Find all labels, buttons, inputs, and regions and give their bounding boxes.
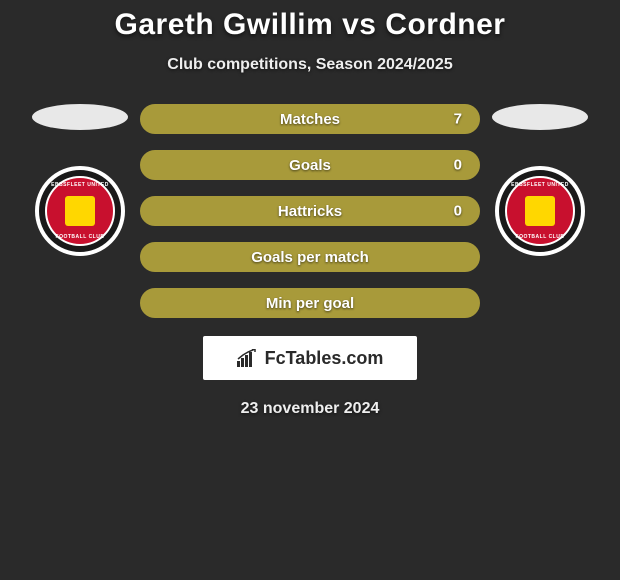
stat-value: 0 [454,157,462,174]
subtitle: Club competitions, Season 2024/2025 [167,56,452,74]
stat-label: Goals [289,157,331,174]
badge-text-bottom: FOOTBALL CLUB [507,234,573,240]
stat-bar: Min per goal [140,288,480,318]
badge-crest-icon [525,196,555,226]
badge-text-bottom: FOOTBALL CLUB [47,234,113,240]
right-player-avatar [492,104,588,130]
left-player-column: EBBSFLEET UNITED FOOTBALL CLUB [20,104,140,256]
brand-logo: FcTables.com [203,336,417,380]
date-label: 23 november 2024 [241,400,380,418]
brand-name: FcTables.com [265,348,384,369]
badge-inner: EBBSFLEET UNITED FOOTBALL CLUB [505,176,575,246]
badge-inner: EBBSFLEET UNITED FOOTBALL CLUB [45,176,115,246]
badge-text-top: EBBSFLEET UNITED [47,182,113,188]
stat-bar: Goals 0 [140,150,480,180]
stat-label: Hattricks [278,203,342,220]
stat-value: 7 [454,111,462,128]
left-player-avatar [32,104,128,130]
page-title: Gareth Gwillim vs Cordner [115,8,506,42]
left-club-badge: EBBSFLEET UNITED FOOTBALL CLUB [35,166,125,256]
stat-bar: Goals per match [140,242,480,272]
stats-column: Matches 7 Goals 0 Hattricks 0 Goals per match M… [140,104,480,318]
stat-label: Goals per match [251,249,369,266]
badge-text-top: EBBSFLEET UNITED [507,182,573,188]
stat-value: 0 [454,203,462,220]
right-club-badge: EBBSFLEET UNITED FOOTBALL CLUB [495,166,585,256]
chart-icon [237,349,259,367]
right-player-column: EBBSFLEET UNITED FOOTBALL CLUB [480,104,600,256]
stat-bar: Hattricks 0 [140,196,480,226]
stat-bar: Matches 7 [140,104,480,134]
comparison-row: EBBSFLEET UNITED FOOTBALL CLUB Matches 7 G… [0,104,620,318]
badge-crest-icon [65,196,95,226]
comparison-card: Gareth Gwillim vs Cordner Club competiti… [0,0,620,418]
stat-label: Matches [280,111,340,128]
stat-label: Min per goal [266,295,354,312]
